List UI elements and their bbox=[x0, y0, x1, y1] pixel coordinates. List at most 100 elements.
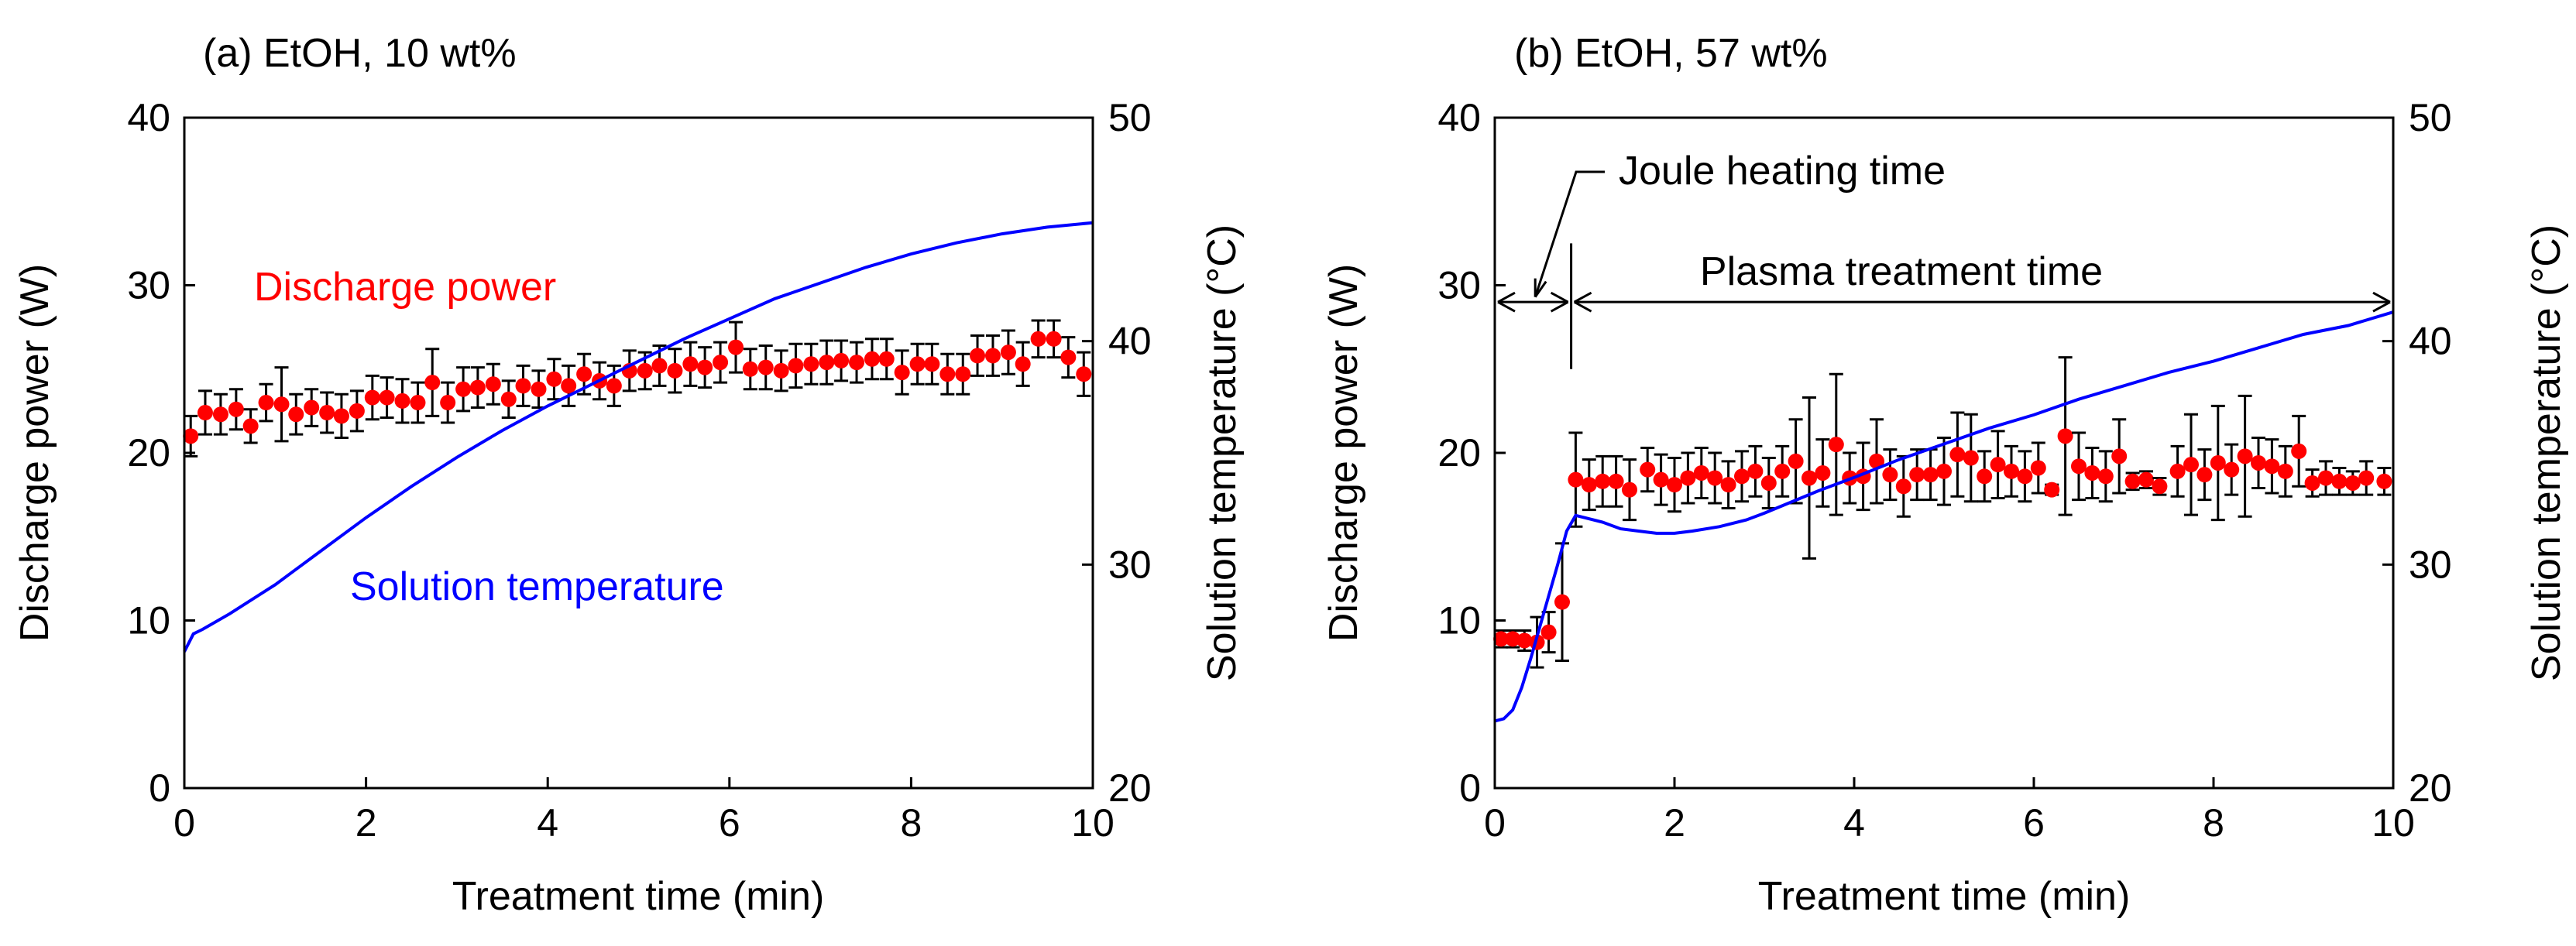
power-point-b bbox=[1936, 437, 1952, 506]
power-point-b bbox=[1693, 447, 1709, 499]
power-marker bbox=[2004, 463, 2019, 479]
power-point-b bbox=[1734, 450, 1750, 503]
power-point-b bbox=[2251, 437, 2266, 489]
power-marker bbox=[349, 403, 365, 419]
power-marker bbox=[561, 378, 577, 394]
power-point-b bbox=[1788, 418, 1804, 505]
power-point-b bbox=[2044, 482, 2060, 498]
power-marker bbox=[1595, 473, 1611, 489]
power-marker bbox=[2344, 475, 2361, 491]
power-point-b bbox=[1977, 450, 1993, 503]
power-marker bbox=[1516, 632, 1533, 649]
power-point-a bbox=[682, 341, 699, 387]
power-point-b bbox=[2138, 470, 2154, 489]
power-point-a bbox=[757, 344, 774, 391]
power-marker bbox=[667, 362, 683, 379]
power-point-a bbox=[258, 382, 274, 423]
x-tick-label: 6 bbox=[719, 801, 740, 845]
power-point-b bbox=[2376, 466, 2392, 496]
power-marker bbox=[894, 365, 910, 381]
power-point-a bbox=[273, 366, 290, 443]
power-marker bbox=[955, 366, 971, 382]
power-point-a bbox=[515, 364, 531, 407]
power-point-a bbox=[576, 352, 592, 396]
power-point-a bbox=[228, 388, 244, 431]
power-point-a bbox=[1015, 341, 1031, 387]
power-marker bbox=[803, 356, 819, 372]
power-marker bbox=[394, 392, 410, 409]
power-marker bbox=[469, 379, 486, 396]
power-marker bbox=[379, 389, 395, 406]
power-point-a bbox=[485, 362, 501, 406]
x-tick-label: 4 bbox=[537, 801, 558, 845]
plot-frame-a bbox=[183, 116, 1094, 790]
power-marker bbox=[1667, 477, 1682, 493]
power-point-a bbox=[1060, 336, 1077, 379]
power-marker bbox=[1760, 475, 1777, 491]
x-tick-label: 2 bbox=[355, 801, 377, 845]
power-point-b bbox=[2304, 468, 2320, 498]
power-marker bbox=[1936, 463, 1952, 479]
power-point-a bbox=[909, 342, 926, 386]
power-point-b bbox=[1667, 456, 1682, 513]
power-point-a bbox=[197, 389, 213, 436]
power-marker bbox=[2291, 443, 2307, 459]
power-marker bbox=[878, 351, 895, 367]
power-marker bbox=[424, 375, 441, 391]
power-marker bbox=[1990, 457, 2006, 473]
x-tick-label: 10 bbox=[2372, 801, 2415, 845]
joule-heating-span-arrow bbox=[1497, 291, 1569, 313]
power-marker bbox=[1949, 447, 1966, 463]
power-point-a bbox=[410, 381, 426, 424]
power-marker bbox=[531, 381, 547, 397]
power-marker bbox=[849, 355, 865, 371]
power-point-a bbox=[1046, 319, 1062, 359]
panel-a-data bbox=[183, 221, 1094, 653]
power-point-a bbox=[1030, 319, 1046, 359]
power-marker bbox=[1015, 356, 1031, 372]
power-marker bbox=[773, 362, 789, 379]
y-tick-label: 20 bbox=[1437, 431, 1481, 475]
power-point-b bbox=[1595, 454, 1611, 508]
y-tick-label: 30 bbox=[127, 264, 170, 307]
power-marker bbox=[1680, 470, 1696, 486]
power-point-b bbox=[2097, 450, 2114, 503]
power-marker bbox=[1788, 453, 1804, 469]
power-point-b bbox=[1895, 454, 1911, 518]
y2-tick-label: 30 bbox=[2409, 543, 2452, 586]
power-marker bbox=[1977, 468, 1993, 485]
y2-tick-label: 40 bbox=[1108, 320, 1152, 363]
power-marker bbox=[1030, 331, 1046, 347]
power-point-b bbox=[2124, 471, 2141, 492]
power-marker bbox=[1622, 482, 1637, 498]
y2-tick-label: 20 bbox=[1108, 766, 1152, 810]
power-marker bbox=[1640, 461, 1656, 478]
power-marker bbox=[1608, 473, 1624, 489]
power-point-a bbox=[773, 349, 789, 392]
panel-a: (a) EtOH, 10 wt% 0 2 4 6 8 100102030402030405… bbox=[12, 31, 1245, 919]
power-marker bbox=[440, 395, 456, 411]
power-marker bbox=[742, 361, 758, 377]
power-marker bbox=[1046, 331, 1062, 347]
power-marker bbox=[2304, 475, 2320, 491]
panel-b: (b) EtOH, 57 wt% 0 2 4 6 8 100102030402030405… bbox=[1321, 31, 2569, 919]
power-marker bbox=[2183, 457, 2199, 473]
x-tick-label: 8 bbox=[2203, 801, 2224, 845]
power-marker bbox=[1076, 366, 1092, 382]
power-point-b bbox=[1774, 444, 1791, 498]
power-marker bbox=[1554, 594, 1570, 610]
power-marker bbox=[2030, 460, 2046, 476]
x-tick-label: 6 bbox=[2023, 801, 2045, 845]
power-point-b bbox=[1869, 418, 1884, 505]
power-point-a bbox=[788, 342, 804, 389]
joule-heating-leader bbox=[1534, 170, 1605, 298]
y-tick-label: 10 bbox=[127, 599, 170, 643]
power-point-a bbox=[455, 366, 472, 413]
y2-tick-label: 40 bbox=[2409, 320, 2452, 363]
power-point-a bbox=[621, 349, 637, 392]
power-point-a bbox=[803, 342, 819, 386]
power-marker bbox=[1909, 467, 1925, 483]
power-marker bbox=[682, 356, 699, 372]
power-marker bbox=[819, 355, 835, 371]
